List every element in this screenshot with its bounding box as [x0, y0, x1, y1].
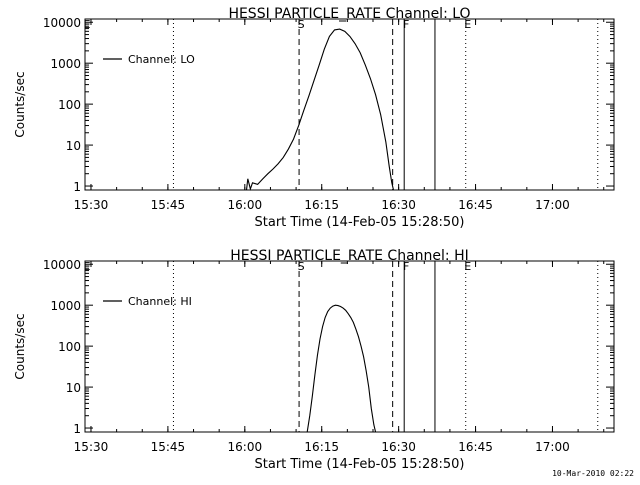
event-marker-label: S [298, 260, 305, 273]
y-tick-label: 10000 [43, 258, 81, 272]
event-marker-label: F [403, 18, 409, 31]
x-tick-label: 16:00 [228, 198, 263, 212]
chart-title: HESSI PARTICLE_RATE Channel: HI [230, 248, 468, 264]
plot-frame [84, 18, 615, 191]
legend-entry: Channel: HI [128, 295, 192, 308]
chart-panel-1: HESSI PARTICLE_RATE Channel: LO 15:30 15:4… [13, 6, 615, 230]
x-tick-label: 15:30 [74, 440, 109, 454]
x-tick-label: 16:15 [304, 440, 339, 454]
y-axis-label: Counts/sec [13, 313, 27, 379]
event-marker-label: E [84, 260, 91, 273]
y-tick-label: 1 [73, 180, 81, 194]
x-tick-label: 15:30 [74, 198, 109, 212]
x-tick-label: 15:45 [151, 198, 186, 212]
x-tick-label: 16:00 [228, 440, 263, 454]
y-axis-label: Counts/sec [13, 71, 27, 137]
y-tick-label: 1000 [50, 299, 81, 313]
event-marker-label: S [298, 18, 305, 31]
event-marker-label: E [464, 260, 471, 273]
x-tick-label: 16:15 [304, 198, 339, 212]
plot-frame [84, 260, 615, 433]
y-tick-label: 100 [58, 340, 81, 354]
legend-entry: Channel: LO [128, 53, 195, 66]
y-tick-label: 100 [58, 98, 81, 112]
x-tick-label: 15:45 [151, 440, 186, 454]
x-tick-label: 17:00 [535, 198, 570, 212]
y-tick-label: 10 [66, 381, 81, 395]
y-tick-label: 10000 [43, 16, 81, 30]
x-tick-label: 16:45 [458, 198, 493, 212]
x-tick-label: 16:30 [381, 440, 416, 454]
x-tick-label: 16:45 [458, 440, 493, 454]
event-marker-label: E [464, 18, 471, 31]
series-line [306, 304, 377, 433]
y-tick-label: 10 [66, 139, 81, 153]
event-marker-label: F [403, 260, 409, 273]
x-tick-label: 16:30 [381, 198, 416, 212]
event-marker-label: E [84, 18, 91, 31]
chart-title: HESSI PARTICLE_RATE Channel: LO [228, 6, 470, 22]
x-tick-label: 17:00 [535, 440, 570, 454]
chart-panel-2: HESSI PARTICLE_RATE Channel: HI 15:30 15:4… [13, 248, 615, 472]
plot-timestamp: 10-Mar-2010 02:22 [552, 469, 634, 478]
series-line [245, 28, 395, 191]
y-tick-label: 1 [73, 422, 81, 436]
y-tick-label: 1000 [50, 57, 81, 71]
x-axis-label: Start Time (14-Feb-05 15:28:50) [255, 457, 465, 472]
x-axis-label: Start Time (14-Feb-05 15:28:50) [255, 215, 465, 230]
